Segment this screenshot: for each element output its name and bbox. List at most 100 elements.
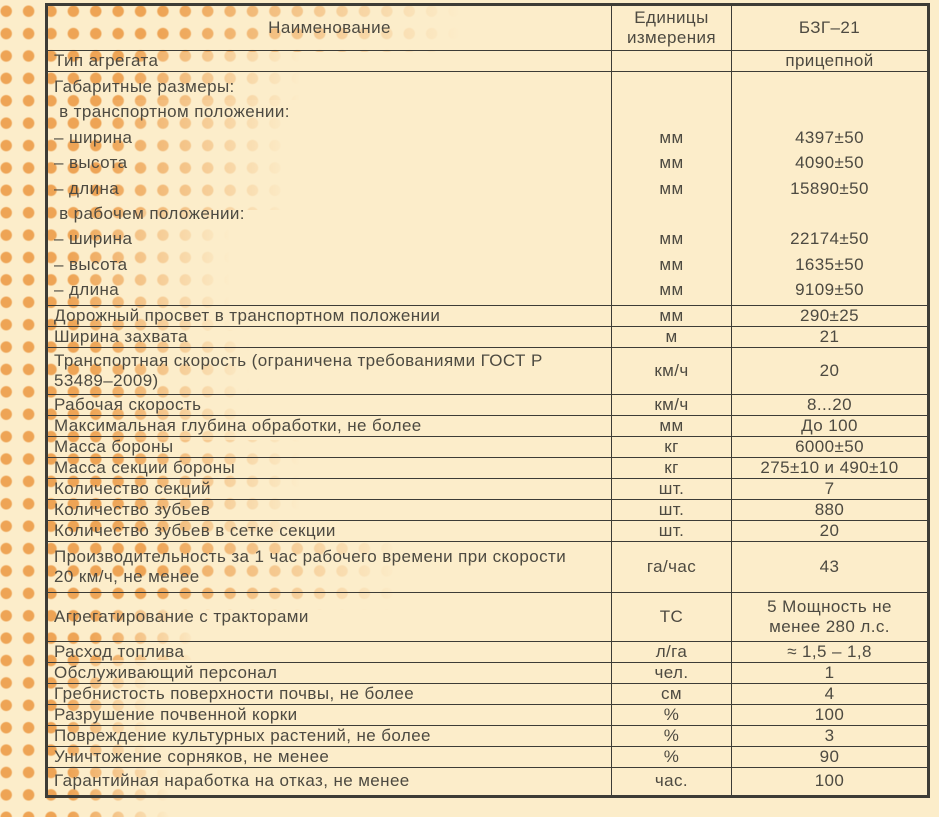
- table-row: Масса секции бороны кг 275±10 и 490±10: [46, 456, 929, 479]
- spec-unit-cell: %: [611, 703, 732, 726]
- table-row: Масса бороны кг 6000±50: [46, 435, 929, 458]
- spec-name-cell: Ширина захвата: [46, 325, 612, 348]
- spec-value-cell: 8...20: [731, 393, 929, 416]
- spec-value-cell: 21: [731, 325, 929, 348]
- spec-subline: 4090±50: [795, 153, 864, 173]
- spec-value-cell: 4397±50 4090±50 15890±50 22174±50 1635±50 910…: [731, 71, 929, 306]
- spec-subline: – высота: [54, 153, 128, 173]
- spec-value-cell: прицепной: [731, 50, 929, 72]
- spec-unit-cell: км/ч: [611, 346, 732, 395]
- spec-subline: мм: [659, 178, 684, 198]
- spec-value-cell: 880: [731, 498, 929, 521]
- spec-subline: 22174±50: [790, 229, 869, 249]
- spec-value-cell: 290±25: [731, 304, 929, 327]
- table-row: Дорожный просвет в транспортном положени…: [46, 304, 929, 327]
- spec-name-cell: Разрушение почвенной корки: [46, 703, 612, 726]
- spec-value-cell: 100: [731, 703, 929, 726]
- spec-unit-cell: км/ч: [611, 393, 732, 416]
- spec-subline: [736, 201, 923, 226]
- table-row: Количество зубьев в сетке секции шт. 20: [46, 519, 929, 542]
- spec-subline: – высота: [54, 254, 128, 274]
- spec-subline: [736, 74, 923, 99]
- spec-unit-cell: [611, 50, 732, 72]
- spec-subline: мм: [659, 153, 684, 173]
- spec-subline: – ширина: [54, 127, 133, 147]
- spec-unit-cell: чел.: [611, 661, 732, 684]
- header-name-cell: Наименование: [46, 4, 612, 51]
- spec-unit-cell: м: [611, 325, 732, 348]
- spec-unit-cell: мм мм мм мм мм мм: [611, 71, 732, 306]
- spec-subline: мм: [659, 280, 684, 300]
- spec-subline: в транспортном положении:: [54, 102, 290, 122]
- spec-value-cell: 20: [731, 346, 929, 395]
- table-header-row: Наименование Единицы измерения БЗГ–21: [46, 4, 929, 51]
- spec-unit-cell: кг: [611, 456, 732, 479]
- spec-name-cell: Транспортная скорость (ограничена требов…: [46, 346, 612, 395]
- spec-name-cell: Масса секции бороны: [46, 456, 612, 479]
- table-row: Разрушение почвенной корки% 100: [46, 703, 929, 726]
- spec-unit-cell: шт.: [611, 477, 732, 500]
- spec-subline: в рабочем положении:: [54, 204, 245, 224]
- table-row: Ширина захвата м 21: [46, 325, 929, 348]
- spec-unit-cell: мм: [611, 414, 732, 437]
- spec-unit-cell: мм: [611, 304, 732, 327]
- spec-value-cell: До 100: [731, 414, 929, 437]
- spec-subline: [616, 74, 727, 99]
- spec-unit-cell: см: [611, 682, 732, 705]
- spec-name-cell: Повреждение культурных растений, не боле…: [46, 724, 612, 747]
- spec-name-cell: Количество секций: [46, 477, 612, 500]
- spec-subline: [616, 99, 727, 124]
- spec-value-cell: 90: [731, 745, 929, 768]
- table-row: Производительность за 1 час рабочего вре…: [46, 540, 929, 593]
- spec-value-cell: 4: [731, 682, 929, 705]
- table-row: Гарантийная наработка на отказ, не менее…: [46, 766, 929, 797]
- spec-value-cell: 43: [731, 540, 929, 593]
- spec-name-cell: Количество зубьев в сетке секции: [46, 519, 612, 542]
- header-unit-cell: Единицы измерения: [611, 4, 732, 51]
- spec-name-cell: Агрегатирование с тракторами: [46, 591, 612, 642]
- spec-subline: мм: [659, 254, 684, 274]
- spec-name-cell: Количество зубьев: [46, 498, 612, 521]
- spec-name-cell: Гарантийная наработка на отказ, не менее: [46, 766, 612, 797]
- spec-unit-cell: га/час: [611, 540, 732, 593]
- spec-unit-cell: л/га: [611, 640, 732, 663]
- spec-name-cell: Дорожный просвет в транспортном положени…: [46, 304, 612, 327]
- spec-value-cell: ≈ 1,5 – 1,8: [731, 640, 929, 663]
- spec-unit-cell: шт.: [611, 498, 732, 521]
- spec-name-cell: Расход топлива: [46, 640, 612, 663]
- table-row: Уничтожение сорняков, не менее% 90: [46, 745, 929, 768]
- spec-subline: [736, 99, 923, 124]
- spec-subline: 9109±50: [795, 280, 864, 300]
- table-row: Транспортная скорость (ограничена требов…: [46, 346, 929, 395]
- spec-name-cell: Производительность за 1 час рабочего вре…: [46, 540, 612, 593]
- spec-unit-cell: час.: [611, 766, 732, 797]
- table-row: Агрегатирование с тракторами ТС 5 Мощность…: [46, 591, 929, 642]
- spec-subline: – длина: [54, 178, 120, 198]
- spec-name-cell: Уничтожение сорняков, не менее: [46, 745, 612, 768]
- spec-name-cell: Обслуживающий персонал: [46, 661, 612, 684]
- spec-subline: – длина: [54, 280, 120, 300]
- spec-value-cell: 6000±50: [731, 435, 929, 458]
- spec-name-cell: Масса бороны: [46, 435, 612, 458]
- spec-name-cell: Рабочая скорость: [46, 393, 612, 416]
- spec-unit-cell: кг: [611, 435, 732, 458]
- table-row: Габаритные размеры: в транспортном полож…: [46, 71, 929, 306]
- spec-name-cell: Тип агрегата: [46, 50, 612, 72]
- spec-value-cell: 275±10 и 490±10: [731, 456, 929, 479]
- spec-subline: [616, 201, 727, 226]
- spec-name-cell: Габаритные размеры: в транспортном полож…: [46, 71, 612, 306]
- spec-subline: 1635±50: [795, 254, 864, 274]
- spec-value-cell: 5 Мощность не менее 280 л.с.: [731, 591, 929, 642]
- spec-table: Наименование Единицы измерения БЗГ–21 Ти…: [45, 3, 930, 798]
- table-row: Количество секций шт. 7: [46, 477, 929, 500]
- spec-value-cell: 20: [731, 519, 929, 542]
- spec-unit-cell: ТС: [611, 591, 732, 642]
- spec-subline: мм: [659, 229, 684, 249]
- table-row: Количество зубьев шт. 880: [46, 498, 929, 521]
- table-row: Максимальная глубина обработки, не более…: [46, 414, 929, 437]
- spec-subline: Габаритные размеры:: [54, 77, 235, 96]
- table-row: Обслуживающий персонал чел. 1: [46, 661, 929, 684]
- table-row: Рабочая скорость км/ч 8...20: [46, 393, 929, 416]
- spec-unit-cell: %: [611, 745, 732, 768]
- spec-name-cell: Гребнистость поверхности почвы, не более: [46, 682, 612, 705]
